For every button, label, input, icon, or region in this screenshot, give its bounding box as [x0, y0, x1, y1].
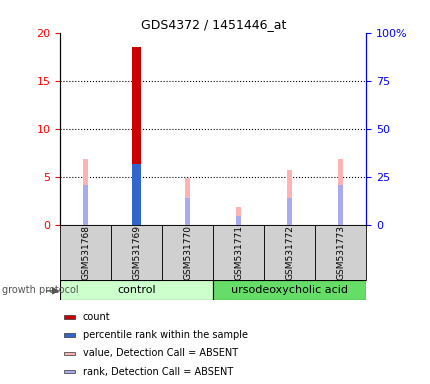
Text: ursodeoxycholic acid: ursodeoxycholic acid: [231, 285, 347, 295]
Bar: [213, 280, 366, 300]
Text: control: control: [117, 285, 156, 295]
Bar: [83, 159, 88, 225]
Bar: [185, 178, 190, 225]
Bar: [338, 185, 343, 225]
Bar: [134, 164, 139, 225]
Bar: [213, 225, 264, 280]
Text: value, Detection Call = ABSENT: value, Detection Call = ABSENT: [83, 348, 237, 358]
Bar: [287, 198, 292, 225]
Title: GDS4372 / 1451446_at: GDS4372 / 1451446_at: [140, 18, 286, 31]
Text: rank, Detection Call = ABSENT: rank, Detection Call = ABSENT: [83, 367, 232, 377]
Bar: [64, 315, 75, 318]
Text: GSM531768: GSM531768: [81, 225, 90, 280]
Text: GSM531771: GSM531771: [234, 225, 243, 280]
Text: GSM531770: GSM531770: [183, 225, 192, 280]
Bar: [162, 225, 213, 280]
Bar: [132, 47, 141, 225]
Bar: [64, 352, 75, 355]
Text: GSM531773: GSM531773: [335, 225, 344, 280]
Bar: [264, 225, 315, 280]
Bar: [287, 170, 292, 225]
Bar: [64, 333, 75, 337]
Text: percentile rank within the sample: percentile rank within the sample: [83, 330, 247, 340]
Bar: [60, 225, 111, 280]
Bar: [60, 280, 213, 300]
Text: count: count: [83, 312, 110, 322]
Bar: [236, 216, 241, 225]
Text: GSM531772: GSM531772: [285, 225, 294, 280]
Bar: [236, 207, 241, 225]
Bar: [315, 225, 366, 280]
Text: GSM531769: GSM531769: [132, 225, 141, 280]
Text: growth protocol: growth protocol: [2, 285, 79, 295]
Bar: [132, 164, 141, 225]
Bar: [338, 159, 343, 225]
Bar: [185, 198, 190, 225]
Bar: [64, 370, 75, 373]
Bar: [83, 185, 88, 225]
Bar: [111, 225, 162, 280]
